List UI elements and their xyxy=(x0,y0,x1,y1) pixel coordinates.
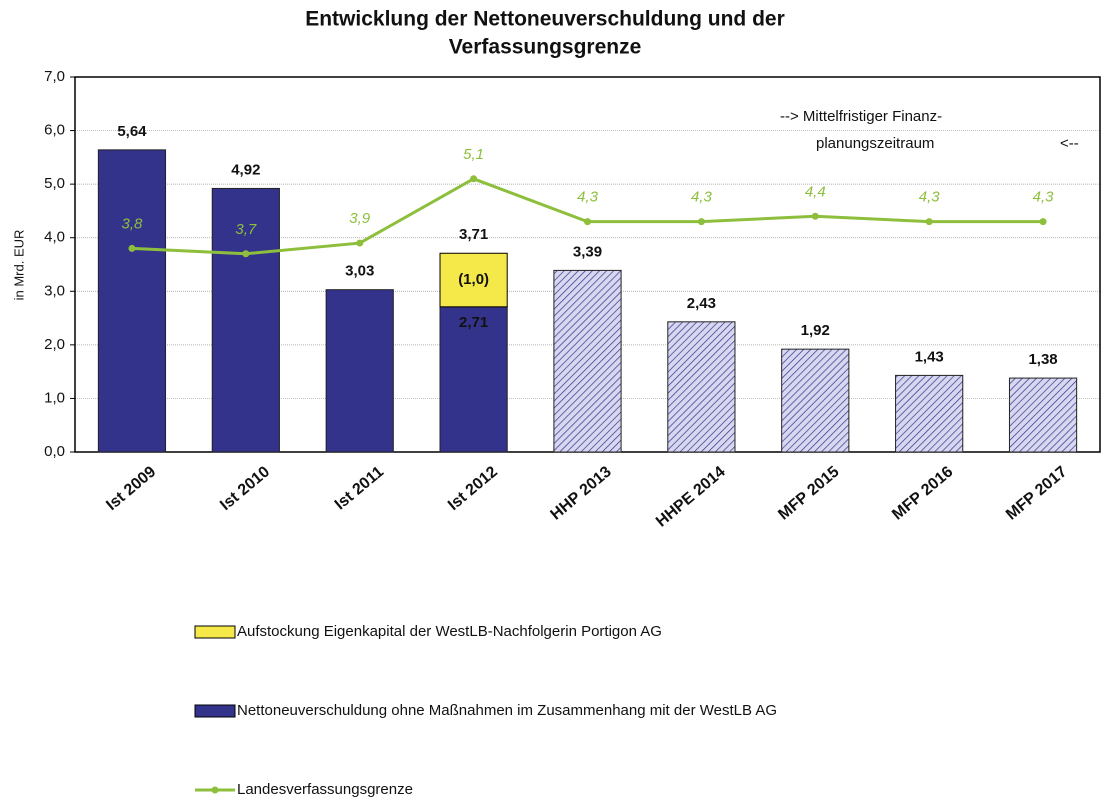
value-label: 4,92 xyxy=(231,161,260,178)
line-label: 3,9 xyxy=(349,210,371,227)
y-tick-label: 2,0 xyxy=(44,336,65,353)
y-tick-label: 7,0 xyxy=(44,68,65,85)
line-point xyxy=(697,218,705,226)
line-point xyxy=(242,250,250,258)
y-tick-label: 1,0 xyxy=(44,389,65,406)
value-label: 2,43 xyxy=(687,295,716,312)
chart-title: Entwicklung der Nettoneuverschuldung und… xyxy=(305,8,785,31)
line-label: 5,1 xyxy=(463,146,484,163)
value-label: 1,38 xyxy=(1028,351,1057,368)
bar xyxy=(439,306,508,453)
value-label: 3,03 xyxy=(345,263,374,280)
value-label: 5,64 xyxy=(117,123,147,140)
annotation: planungszeitraum xyxy=(816,135,934,152)
y-tick-label: 5,0 xyxy=(44,175,65,192)
value-label: 1,92 xyxy=(801,322,830,339)
legend-swatch xyxy=(194,625,236,639)
line-label: 4,3 xyxy=(919,189,941,206)
line-point xyxy=(811,212,819,220)
bar xyxy=(325,289,394,453)
line-point xyxy=(470,175,478,183)
line-label: 4,3 xyxy=(1033,189,1055,206)
line-point xyxy=(356,239,364,247)
bar xyxy=(667,321,736,453)
line-point xyxy=(128,244,136,252)
line-point xyxy=(1039,218,1047,226)
x-tick-label: Ist 2010 xyxy=(217,463,273,514)
x-tick-label: Ist 2011 xyxy=(332,463,387,513)
annotation: <-- xyxy=(1060,135,1079,152)
total-label: 3,71 xyxy=(459,226,488,243)
x-tick-label: MFP 2016 xyxy=(889,463,956,523)
value-label: 3,39 xyxy=(573,243,602,260)
legend-label: Nettoneuverschuldung ohne Maßnahmen im Z… xyxy=(237,702,777,719)
legend-swatch xyxy=(211,786,219,794)
line-label: 3,7 xyxy=(235,221,257,238)
line-point xyxy=(584,218,591,226)
x-tick-label: Ist 2012 xyxy=(445,463,501,514)
x-tick-label: HHPE 2014 xyxy=(653,463,729,530)
bar xyxy=(895,374,964,453)
bar xyxy=(439,252,508,308)
bar xyxy=(553,269,622,453)
y-tick-label: 6,0 xyxy=(44,122,65,139)
line-label: 4,4 xyxy=(805,183,826,200)
y-tick-label: 3,0 xyxy=(44,282,65,299)
bar xyxy=(211,187,280,453)
y-axis-label: in Mrd. EUR xyxy=(11,230,26,301)
legend-label: Landesverfassungsgrenze xyxy=(237,781,413,798)
line-label: 3,8 xyxy=(122,215,144,232)
value-label: (1,0) xyxy=(458,271,489,288)
bar xyxy=(1008,377,1078,453)
line-label: 4,3 xyxy=(577,189,599,206)
legend-label: Aufstockung Eigenkapital der WestLB-Nach… xyxy=(237,623,662,640)
legend-swatch xyxy=(194,704,236,718)
x-tick-label: MFP 2017 xyxy=(1003,463,1070,523)
chart-title: Verfassungsgrenze xyxy=(449,36,642,59)
value-label: 2,71 xyxy=(459,314,488,331)
x-tick-label: HHP 2013 xyxy=(548,463,615,523)
x-tick-label: Ist 2009 xyxy=(103,463,159,514)
annotation: --> Mittelfristiger Finanz- xyxy=(780,108,942,125)
value-label: 1,43 xyxy=(915,348,944,365)
y-tick-label: 0,0 xyxy=(44,443,65,460)
x-tick-label: MFP 2015 xyxy=(775,463,842,523)
line-point xyxy=(925,218,933,226)
line-label: 4,3 xyxy=(691,189,713,206)
bar xyxy=(97,149,167,453)
bar xyxy=(781,348,850,453)
y-tick-label: 4,0 xyxy=(44,229,65,246)
